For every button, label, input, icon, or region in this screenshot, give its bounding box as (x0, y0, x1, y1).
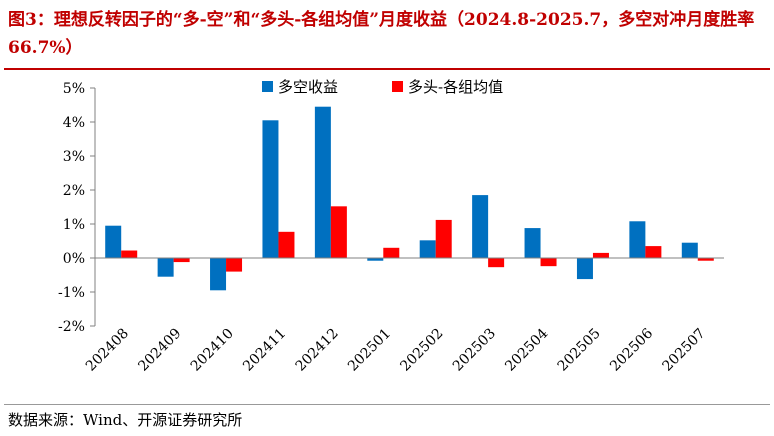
x-axis: 202408 202409 202410 202411 202412 202501 2025… (83, 257, 724, 375)
x-tick-label: 202507 (660, 326, 709, 375)
source-divider (4, 404, 770, 405)
x-tick-label: 202412 (293, 326, 342, 375)
legend-label-2: 多头-各组均值 (408, 78, 503, 96)
long-short-bar-202408 (105, 225, 122, 258)
source-note: 数据来源：Wind、开源证券研究所 (8, 411, 243, 429)
long-avg-bar-202502 (435, 219, 452, 258)
x-tick-label: 202503 (450, 326, 499, 375)
long-short-bar-202504 (524, 228, 541, 258)
x-tick-label: 202504 (502, 325, 551, 374)
legend-swatch-1 (262, 81, 273, 92)
long-short-bar-202410 (210, 258, 227, 291)
y-axis: -2% -1% 0% 1% 2% 3% 4% 5% (58, 81, 96, 335)
legend: 多空收益 多头-各组均值 (262, 78, 503, 96)
x-tick-label: 202410 (188, 326, 237, 375)
bars (105, 106, 714, 291)
y-tick-label: 5% (63, 81, 85, 97)
bar-chart: -2%-1%0%1%2%3%4%5% 202408 202409 202410 202… (58, 78, 724, 375)
y-tick-label: 1% (63, 217, 85, 233)
long-short-bar-202502 (419, 240, 436, 258)
x-tick-label: 202408 (83, 326, 132, 375)
y-tick-label: 4% (63, 115, 85, 131)
x-tick-label: 202409 (135, 326, 184, 375)
long-avg-bar-202507 (697, 258, 714, 261)
x-tick-label: 202501 (345, 326, 394, 375)
long-avg-bar-202409 (173, 258, 190, 263)
chart-title: 图3：理想反转因子的“多-空”和“多头-各组均值”月度收益（2024.8-202… (8, 10, 755, 58)
x-tick-label: 202411 (240, 326, 289, 375)
long-avg-bar-202506 (645, 246, 662, 258)
legend-swatch-2 (392, 81, 403, 92)
long-short-bar-202501 (367, 258, 384, 261)
long-avg-bar-202501 (383, 247, 400, 258)
y-tick-label: -1% (58, 285, 85, 301)
long-short-bar-202503 (472, 195, 489, 258)
x-tick-label: 202502 (397, 326, 446, 375)
long-short-bar-202411 (262, 120, 279, 258)
y-tick-label: -2% (58, 319, 85, 335)
long-short-bar-202412 (314, 106, 331, 258)
title-divider (4, 68, 770, 70)
y-tick-label: 2% (63, 183, 85, 199)
y-tick-label: 0% (63, 251, 85, 267)
long-short-bar-202505 (576, 258, 593, 280)
long-avg-bar-202411 (278, 231, 295, 258)
legend-label-1: 多空收益 (278, 78, 338, 96)
long-avg-bar-202504 (540, 258, 557, 267)
x-tick-label: 202506 (607, 325, 656, 374)
y-tick-label: 3% (63, 149, 85, 165)
long-avg-bar-202410 (226, 258, 243, 272)
long-avg-bar-202505 (592, 252, 609, 258)
long-avg-bar-202408 (121, 250, 138, 258)
long-short-bar-202506 (629, 221, 646, 258)
long-short-bar-202507 (681, 242, 698, 258)
long-short-bar-202409 (157, 258, 174, 277)
long-avg-bar-202412 (330, 206, 347, 258)
long-avg-bar-202503 (488, 258, 505, 268)
x-tick-label: 202505 (555, 326, 604, 375)
